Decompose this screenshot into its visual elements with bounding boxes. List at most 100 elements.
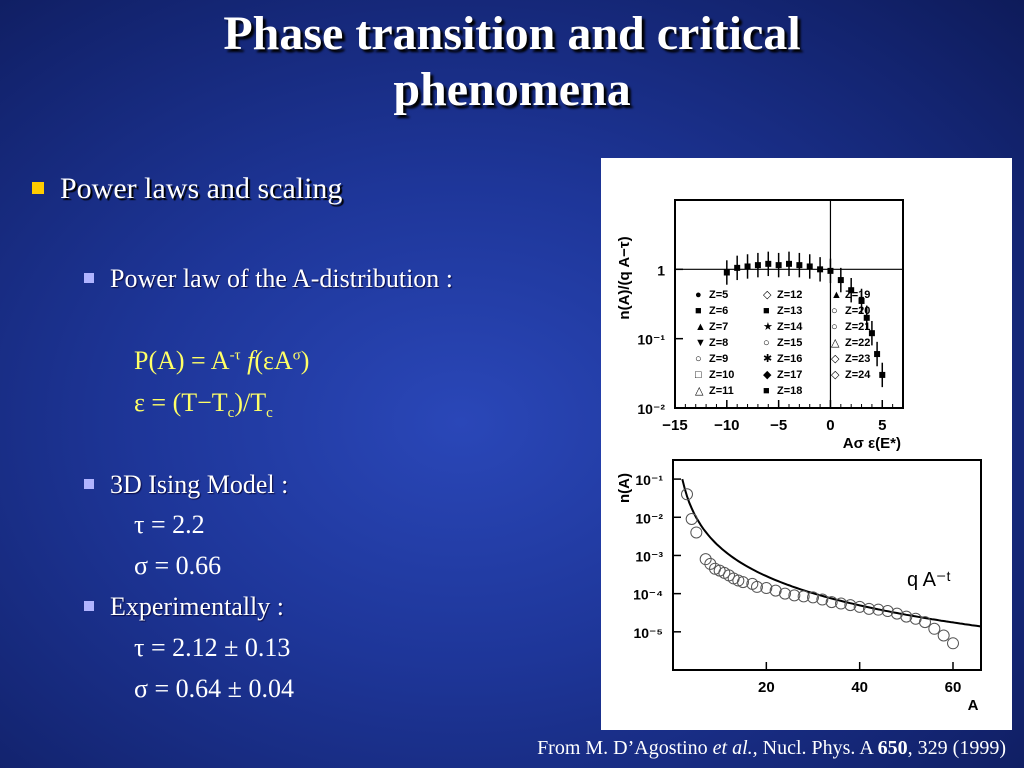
exp-sigma: σ = 0.64 ± 0.04	[134, 674, 294, 703]
top-legend-marker: ▼	[695, 337, 706, 349]
bottom-data-point	[769, 584, 782, 597]
bottom-data-point	[751, 580, 763, 593]
square-bullet-icon	[84, 273, 94, 284]
bottom-data-point	[737, 576, 749, 589]
top-legend-marker: ○	[763, 337, 770, 349]
top-y-tick-label: 1	[657, 262, 665, 278]
bottom-data-point	[797, 590, 810, 603]
bottom-y-tick-label: 10⁻⁵	[633, 625, 663, 641]
sub-bullet-text: 3D Ising Model :	[110, 470, 289, 499]
bottom-y-axis-label: n(A)	[616, 473, 633, 503]
eq-part: )	[300, 346, 310, 375]
sub-bullet-text: Experimentally :	[110, 592, 285, 621]
top-data-point	[827, 267, 834, 274]
top-data-point	[806, 263, 813, 270]
square-bullet-icon	[32, 182, 44, 195]
top-data-point	[723, 269, 730, 276]
top-legend-marker: ○	[695, 353, 702, 365]
cite-part: Nucl. Phys. A	[757, 737, 878, 759]
top-x-tick-label: 5	[878, 417, 886, 434]
bottom-x-tick-label: 60	[945, 679, 962, 696]
sub-bullet-power-law: Power law of the A-distribution :	[84, 264, 453, 294]
title-line-2: phenomena	[393, 63, 631, 116]
bottom-data-point	[807, 591, 819, 604]
eq-sub: c	[227, 405, 235, 422]
cite-part: From M. D’Agostino	[537, 737, 713, 759]
bottom-x-tick-label: 20	[758, 679, 775, 696]
top-legend-marker: △	[695, 385, 704, 397]
top-legend-label: Z=18	[777, 385, 802, 397]
bottom-data-point	[844, 599, 857, 612]
top-x-tick-label: −5	[770, 417, 787, 434]
top-legend-label: Z=14	[777, 321, 803, 333]
top-legend-marker: ■	[763, 305, 770, 317]
eq-part: ε = (T−T	[134, 388, 228, 417]
top-legend-marker: ■	[695, 305, 702, 317]
equation-epsilon: ε = (T−Tc)/Tc	[134, 388, 273, 422]
eq-f: f	[247, 346, 255, 375]
top-legend-marker: △	[831, 337, 840, 349]
top-data-point	[874, 351, 881, 358]
figure-svg: −15 −10 −5 0 5 10⁻² 10⁻¹ 1 Aσ ε(E*) n(A)/(q A−τ) ●…	[616, 199, 982, 714]
citation: From M. D’Agostino et al., Nucl. Phys. A…	[537, 737, 1006, 760]
bottom-fit-curve	[681, 478, 982, 628]
top-legend-marker: ▲	[831, 289, 842, 301]
bottom-data-point	[835, 597, 847, 610]
bottom-y-tick-label: 10⁻⁴	[633, 587, 663, 603]
top-legend-label: Z=11	[709, 385, 734, 397]
top-data-point	[796, 262, 803, 269]
top-x-tick-label: −10	[714, 417, 739, 434]
bottom-y-tick-label: 10⁻³	[635, 548, 663, 564]
bottom-data-point	[928, 622, 941, 635]
top-data-point	[848, 287, 855, 294]
top-legend-label: Z=5	[709, 289, 728, 301]
top-y-axis-label: n(A)/(q A−τ)	[616, 236, 633, 319]
top-data-point	[786, 260, 792, 267]
top-legend-label: Z=13	[777, 305, 802, 317]
bottom-data-point	[825, 596, 838, 609]
cite-part: , 329 (1999)	[907, 737, 1006, 759]
top-x-tick-label: 0	[826, 417, 834, 434]
top-legend-marker: □	[695, 369, 702, 381]
top-legend-label: Z=19	[845, 289, 870, 301]
top-data-point	[868, 330, 875, 337]
bottom-data-point	[881, 605, 894, 618]
top-legend-marker: ◇	[763, 289, 772, 301]
bottom-data-point	[891, 607, 903, 620]
top-legend-marker: ◇	[831, 369, 840, 381]
sub-bullet-text: Power law of the A-distribution :	[110, 264, 454, 293]
bottom-data-point	[816, 593, 829, 606]
bottom-x-axis-label: A	[968, 697, 979, 714]
top-legend-marker: ●	[695, 289, 702, 301]
eq-sub: c	[266, 405, 273, 422]
sub-bullet-ising: 3D Ising Model :	[84, 470, 288, 500]
bottom-data-point	[919, 616, 931, 629]
bottom-x-tick-label: 40	[851, 679, 868, 696]
eq-sup: σ	[292, 347, 301, 364]
bottom-y-tick-label: 10⁻²	[635, 510, 663, 526]
bottom-data-point	[732, 574, 745, 587]
bottom-data-point	[900, 610, 913, 623]
bottom-data-point	[788, 589, 801, 602]
bottom-data-point	[937, 629, 950, 642]
top-data-point	[858, 297, 865, 304]
top-data-point	[817, 266, 824, 273]
equation-power-law: P(A) = A-τ f(εAσ)	[134, 346, 309, 376]
top-data-point	[754, 262, 761, 269]
cite-volume: 650	[877, 737, 908, 759]
bottom-data-point	[863, 602, 875, 615]
top-legend-label: Z=24	[845, 369, 871, 381]
bottom-data-point	[681, 488, 693, 501]
top-legend-label: Z=7	[709, 321, 728, 333]
bottom-y-tick-label: 10⁻¹	[635, 472, 663, 488]
bottom-data-point	[947, 637, 959, 650]
bottom-fit-label: q A⁻ᵗ	[907, 569, 951, 591]
top-legend-label: Z=22	[845, 337, 870, 349]
top-legend-marker: ◇	[831, 353, 840, 365]
top-legend-label: Z=12	[777, 289, 802, 301]
bottom-data-point	[690, 526, 703, 539]
bottom-data-point	[872, 603, 885, 616]
top-legend-marker: ◆	[763, 369, 772, 381]
top-legend-label: Z=23	[845, 353, 870, 365]
title-line-1: Phase transition and critical	[223, 7, 801, 60]
